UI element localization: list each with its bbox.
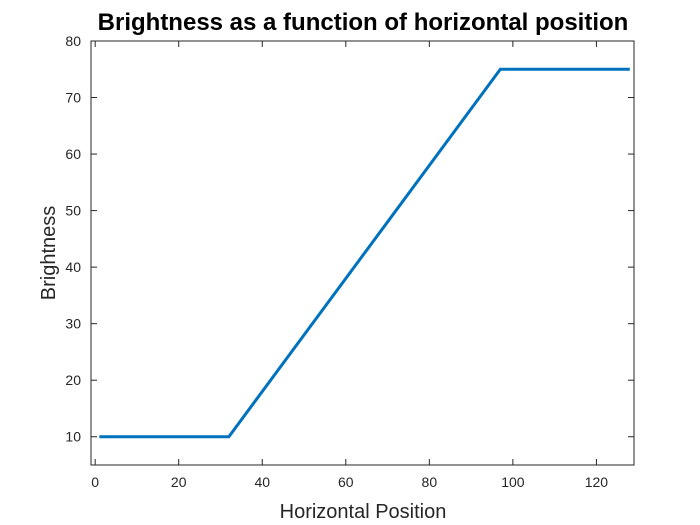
x-tick-label: 80 (422, 474, 438, 490)
x-tick-label: 120 (585, 474, 609, 490)
chart-title: Brightness as a function of horizontal p… (98, 9, 629, 36)
x-tick-label: 60 (338, 474, 354, 490)
y-tick-label: 40 (65, 259, 81, 275)
y-tick-label: 50 (65, 203, 81, 219)
x-tick-label: 0 (91, 474, 99, 490)
y-tick-label: 20 (65, 372, 81, 388)
axes: 0 20 40 60 80 100 120 10 20 30 40 50 60 70 80 (65, 33, 635, 490)
series-line (99, 67, 630, 439)
y-tick-label: 70 (65, 90, 81, 106)
plot-series (99, 67, 630, 439)
x-tick-label: 40 (254, 474, 270, 490)
y-tick-label: 30 (65, 316, 81, 332)
plot-box (90, 40, 635, 466)
x-axis-label: Horizontal Position (280, 501, 447, 523)
y-tick-label: 60 (65, 146, 81, 162)
y-tick-label: 80 (65, 33, 81, 49)
y-tick-label: 10 (65, 429, 81, 445)
x-tick-label: 20 (171, 474, 187, 490)
x-tick-label: 100 (501, 474, 525, 490)
y-axis-label: Brightness (38, 206, 60, 301)
